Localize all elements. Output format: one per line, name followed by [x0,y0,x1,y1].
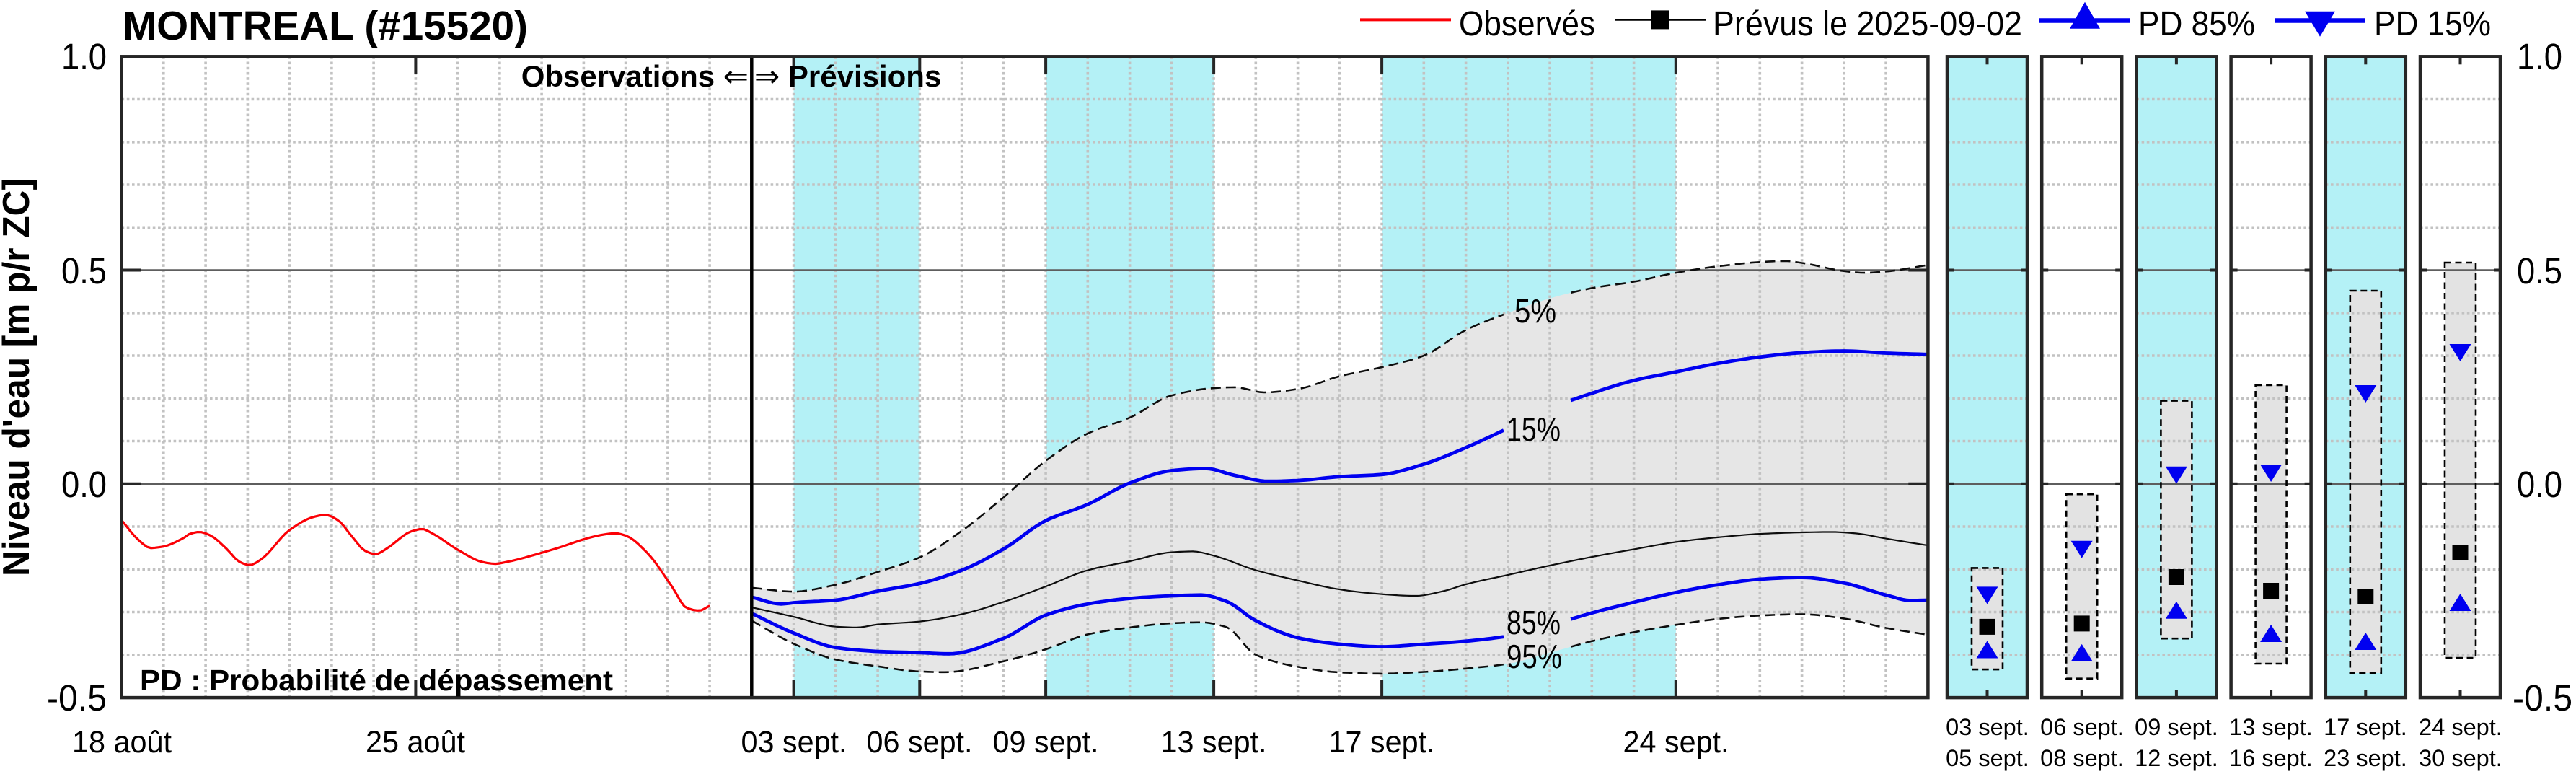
svg-text:Observations ⇐: Observations ⇐ [521,59,749,93]
svg-text:PD : Probabilité de dépassemen: PD : Probabilité de dépassement [140,664,613,697]
svg-text:-0.5: -0.5 [47,677,107,718]
svg-text:30 sept.: 30 sept. [2419,745,2502,771]
svg-text:85%: 85% [1507,604,1561,641]
svg-text:Niveau d'eau [m p/r ZC]: Niveau d'eau [m p/r ZC] [0,178,38,576]
svg-text:Prévus le 2025-09-02: Prévus le 2025-09-02 [1713,5,2022,43]
svg-text:MONTREAL (#15520): MONTREAL (#15520) [123,3,528,49]
svg-text:03 sept.: 03 sept. [1946,714,2029,740]
svg-text:1.0: 1.0 [61,36,107,77]
svg-text:17 sept.: 17 sept. [1329,725,1435,760]
svg-text:PD 85%: PD 85% [2138,5,2255,43]
svg-text:5%: 5% [1514,292,1556,330]
svg-text:0.0: 0.0 [2517,464,2562,505]
svg-text:15%: 15% [1507,410,1561,448]
svg-text:13 sept.: 13 sept. [1161,725,1267,760]
svg-text:13 sept.: 13 sept. [2229,714,2313,740]
svg-text:0.5: 0.5 [61,250,107,291]
svg-text:06 sept.: 06 sept. [2040,714,2124,740]
svg-text:23 sept.: 23 sept. [2324,745,2407,771]
svg-text:16 sept.: 16 sept. [2229,745,2313,771]
svg-text:09 sept.: 09 sept. [2135,714,2218,740]
svg-text:06 sept.: 06 sept. [867,725,973,760]
svg-text:-0.5: -0.5 [2513,677,2572,718]
svg-text:24 sept.: 24 sept. [1623,725,1729,760]
svg-text:Observés: Observés [1459,5,1595,43]
svg-text:08 sept.: 08 sept. [2040,745,2124,771]
svg-text:09 sept.: 09 sept. [993,725,1099,760]
svg-text:03 sept.: 03 sept. [741,725,847,760]
svg-text:PD 15%: PD 15% [2374,5,2491,43]
svg-text:12 sept.: 12 sept. [2135,745,2218,771]
svg-text:17 sept.: 17 sept. [2324,714,2407,740]
svg-text:95%: 95% [1507,638,1562,675]
svg-text:05 sept.: 05 sept. [1946,745,2029,771]
svg-text:1.0: 1.0 [2517,36,2562,77]
svg-text:24 sept.: 24 sept. [2419,714,2502,740]
svg-text:25 août: 25 août [366,725,465,760]
svg-text:0.5: 0.5 [2517,250,2562,291]
svg-text:0.0: 0.0 [61,464,107,505]
svg-text:⇒ Prévisions: ⇒ Prévisions [754,59,941,93]
svg-text:18 août: 18 août [72,725,172,760]
